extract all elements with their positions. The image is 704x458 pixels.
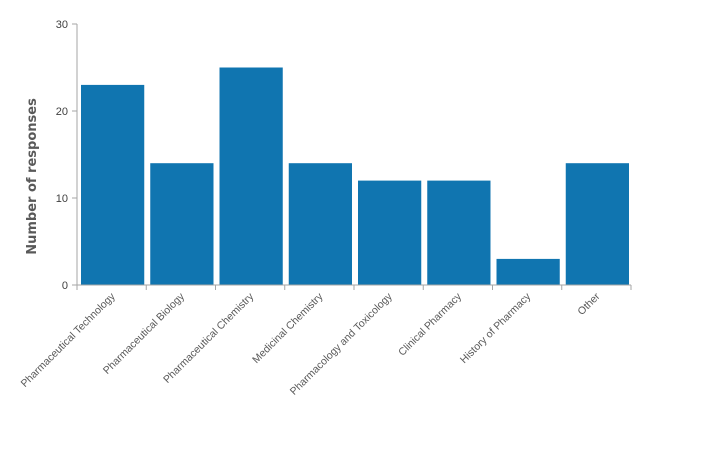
y-tick-label: 10 <box>56 193 68 205</box>
bar <box>219 67 283 285</box>
x-category-label: Medicinal Chemistry <box>250 290 326 366</box>
bar <box>496 258 560 285</box>
bars-layer <box>81 67 629 286</box>
x-category-label: Other <box>575 290 602 317</box>
bar <box>81 84 145 286</box>
x-ticks-layer <box>76 285 632 290</box>
y-tick-label: 20 <box>56 106 68 118</box>
x-category-label: Pharmaceutical Technology <box>19 290 119 390</box>
y-ticks-layer: 0 10 20 30 <box>56 19 77 292</box>
x-labels-layer: Pharmaceutical TechnologyPharmaceutical … <box>19 290 603 398</box>
bar <box>565 163 629 285</box>
y-tick-label: 0 <box>62 280 68 292</box>
x-category-label: Clinical Pharmacy <box>396 290 464 358</box>
bar <box>358 180 422 285</box>
y-tick-label: 30 <box>56 19 68 31</box>
x-category-label: History of Pharmacy <box>458 290 534 366</box>
bar <box>288 163 352 285</box>
y-axis-title: Number of responses <box>25 98 40 255</box>
bar <box>427 180 491 285</box>
bar <box>150 163 214 285</box>
